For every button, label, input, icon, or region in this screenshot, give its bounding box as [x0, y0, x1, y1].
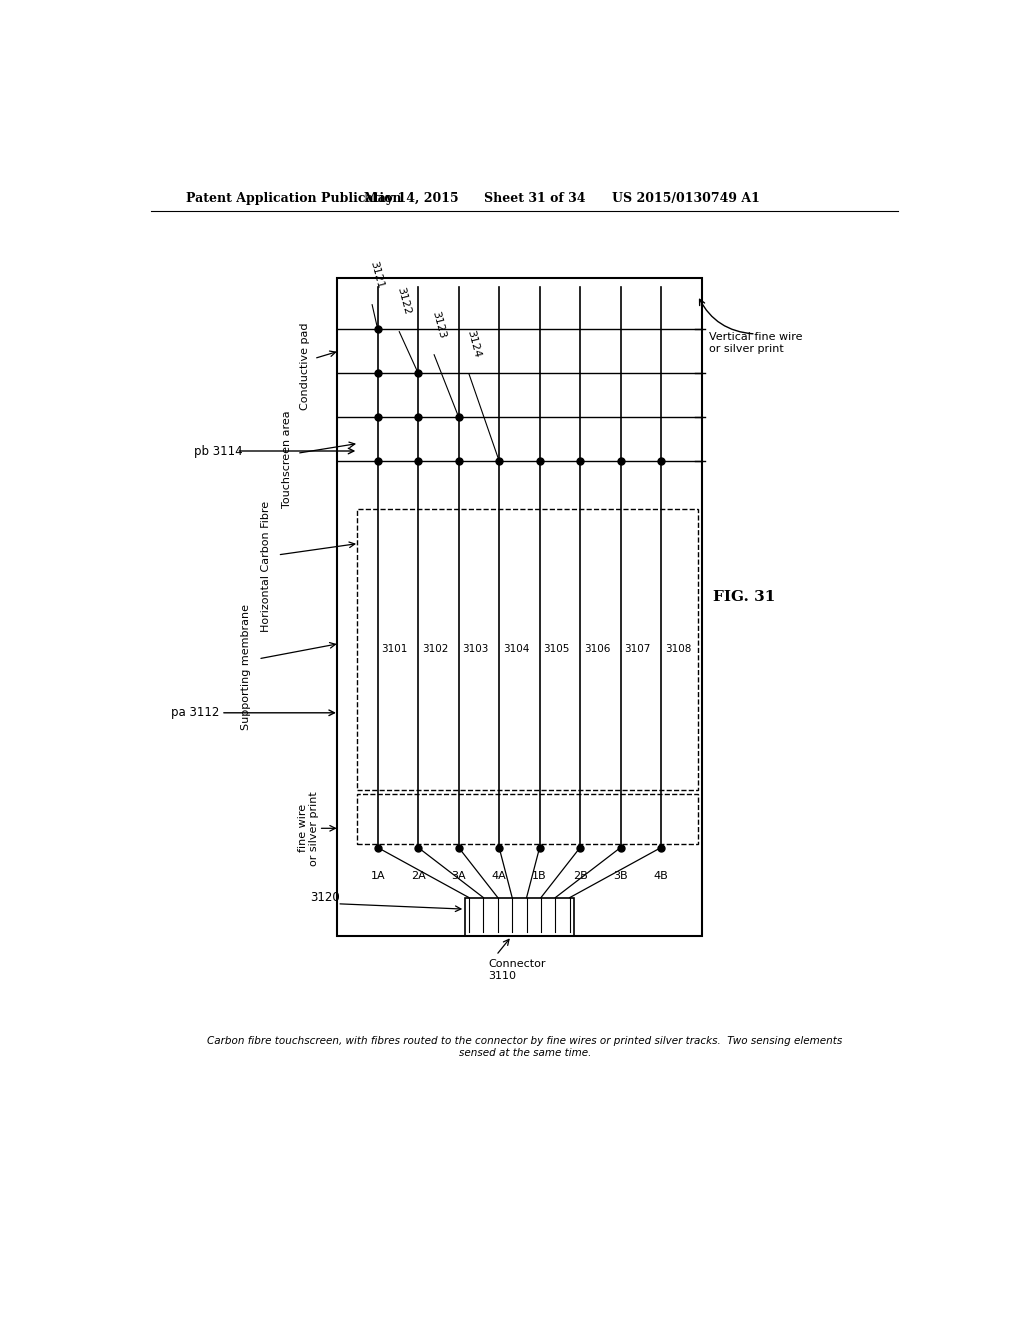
Bar: [465, 898, 573, 936]
Text: 3A: 3A: [452, 871, 466, 880]
Text: 3106: 3106: [584, 644, 610, 655]
Text: Supporting membrane: Supporting membrane: [241, 603, 251, 730]
Text: 2A: 2A: [411, 871, 426, 880]
Text: 3102: 3102: [422, 644, 449, 655]
Text: 3121: 3121: [369, 260, 385, 289]
Text: pb 3114: pb 3114: [194, 445, 243, 458]
Text: 3103: 3103: [463, 644, 488, 655]
Text: Horizontal Carbon Fibre: Horizontal Carbon Fibre: [261, 500, 271, 632]
Text: Touchscreen area: Touchscreen area: [282, 411, 292, 507]
Text: 2B: 2B: [572, 871, 588, 880]
Text: US 2015/0130749 A1: US 2015/0130749 A1: [612, 191, 760, 205]
Text: Patent Application Publication: Patent Application Publication: [186, 191, 401, 205]
Text: Vertical fine wire
or silver print: Vertical fine wire or silver print: [710, 333, 803, 354]
Text: Connector
3110: Connector 3110: [488, 960, 546, 981]
Text: 3101: 3101: [382, 644, 408, 655]
Text: 4B: 4B: [653, 871, 669, 880]
Text: 3122: 3122: [395, 286, 413, 317]
Text: 3105: 3105: [544, 644, 570, 655]
Text: Conductive pad: Conductive pad: [300, 322, 309, 411]
Text: 1A: 1A: [371, 871, 385, 880]
Text: 3124: 3124: [465, 329, 482, 359]
Text: fine wire
or silver print: fine wire or silver print: [298, 791, 319, 866]
Text: May 14, 2015: May 14, 2015: [364, 191, 458, 205]
Text: FIG. 31: FIG. 31: [713, 590, 775, 605]
Text: 3123: 3123: [430, 310, 447, 339]
Text: Sheet 31 of 34: Sheet 31 of 34: [484, 191, 586, 205]
Text: 3108: 3108: [665, 644, 691, 655]
Text: 1B: 1B: [532, 871, 547, 880]
Text: 3107: 3107: [625, 644, 651, 655]
Text: Carbon fibre touchscreen, with fibres routed to the connector by fine wires or p: Carbon fibre touchscreen, with fibres ro…: [207, 1036, 843, 1057]
Text: 4A: 4A: [492, 871, 507, 880]
Text: 3104: 3104: [503, 644, 529, 655]
Text: 3B: 3B: [613, 871, 628, 880]
Text: pa 3112: pa 3112: [171, 706, 219, 719]
Bar: [356, 508, 697, 789]
Bar: [337, 277, 701, 936]
Bar: [356, 793, 697, 843]
Text: 3120: 3120: [310, 891, 340, 904]
